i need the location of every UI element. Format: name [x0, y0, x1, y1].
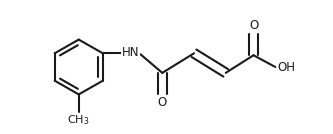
- Text: OH: OH: [277, 62, 295, 75]
- Text: HN: HN: [122, 46, 139, 59]
- Text: O: O: [158, 96, 167, 109]
- Text: CH$_3$: CH$_3$: [68, 113, 90, 127]
- Text: O: O: [249, 19, 258, 32]
